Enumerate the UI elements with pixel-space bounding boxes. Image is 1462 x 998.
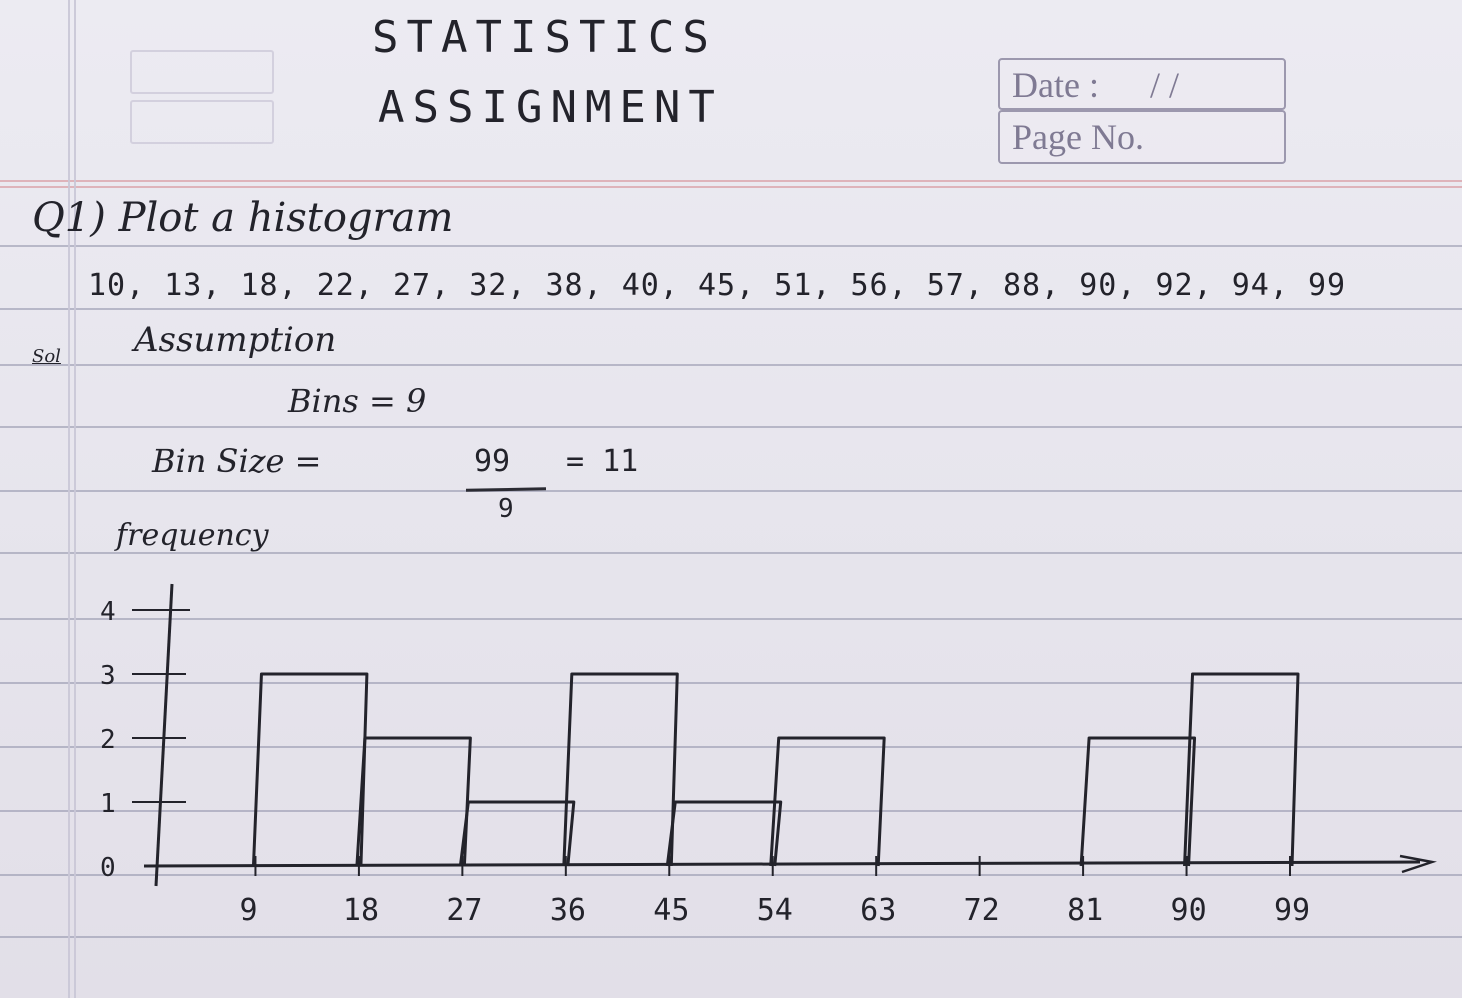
ruled-line (0, 936, 1462, 938)
histogram-bar (458, 800, 576, 867)
ruled-line (0, 874, 1462, 876)
x-tick-label: 27 (446, 893, 482, 928)
y-axis (154, 583, 174, 887)
ruled-line (0, 426, 1462, 428)
y-tick-label: 1 (100, 789, 116, 819)
x-tick-label: 9 (239, 893, 257, 928)
x-axis (143, 860, 1421, 868)
histogram-bar (355, 736, 472, 867)
x-tick-label: 90 (1171, 893, 1207, 928)
ruled-line (0, 490, 1462, 492)
header-rule-double (0, 186, 1462, 188)
x-tick-label: 81 (1067, 893, 1103, 928)
y-tick-label: 2 (100, 725, 116, 755)
bin-size-result: = 11 (566, 444, 639, 479)
y-tick-label: 3 (100, 661, 116, 691)
y-axis-label: frequency (116, 518, 269, 553)
x-tick-label: 45 (653, 893, 689, 928)
date-slashes: / / (1150, 65, 1180, 105)
histogram-bar (251, 672, 369, 867)
ruled-line (0, 682, 1462, 684)
x-tick-label: 36 (550, 893, 586, 928)
x-tick-label: 99 (1274, 893, 1310, 928)
ruled-line (0, 810, 1462, 812)
bin-size-numerator: 99 (474, 444, 511, 479)
margin-line (74, 0, 76, 998)
x-axis-arrow (1399, 854, 1437, 874)
ruled-line (0, 364, 1462, 366)
histogram-bar (1079, 736, 1197, 867)
bins-statement: Bins = 9 (288, 382, 427, 420)
assumption-heading: Assumption (134, 320, 337, 360)
histogram-bar (665, 800, 783, 867)
bin-size-statement: Bin Size = (152, 442, 322, 480)
date-box: Date : / / (998, 58, 1286, 110)
solution-label: Sol (32, 346, 61, 367)
bin-size-denominator: 9 (498, 494, 514, 524)
ruled-line (0, 618, 1462, 620)
title-line-2: ASSIGNMENT (378, 82, 723, 133)
date-label: Date : (1012, 65, 1099, 105)
histogram-bar (1183, 672, 1300, 867)
histogram-bar (562, 672, 679, 867)
ruled-line (0, 552, 1462, 554)
question-label: Q1) Plot a histogram (32, 195, 454, 241)
histogram-bar (769, 736, 886, 867)
x-tick-label: 18 (343, 893, 379, 928)
question-data: 10, 13, 18, 22, 27, 32, 38, 40, 45, 51, … (88, 268, 1347, 303)
y-tick-label: 0 (100, 853, 116, 883)
margin-line (68, 0, 70, 998)
header-rule (0, 180, 1462, 182)
x-tick-label: 54 (757, 893, 793, 928)
x-tick-label: 72 (964, 893, 1000, 928)
ruled-line (0, 746, 1462, 748)
y-tick-label: 4 (100, 597, 116, 627)
ruled-line (0, 245, 1462, 247)
page-no-label: Page No. (1012, 117, 1144, 157)
x-tick-label: 63 (860, 893, 896, 928)
ruled-line (0, 308, 1462, 310)
title-line-1: STATISTICS (372, 12, 717, 63)
page-no-box: Page No. (998, 110, 1286, 164)
